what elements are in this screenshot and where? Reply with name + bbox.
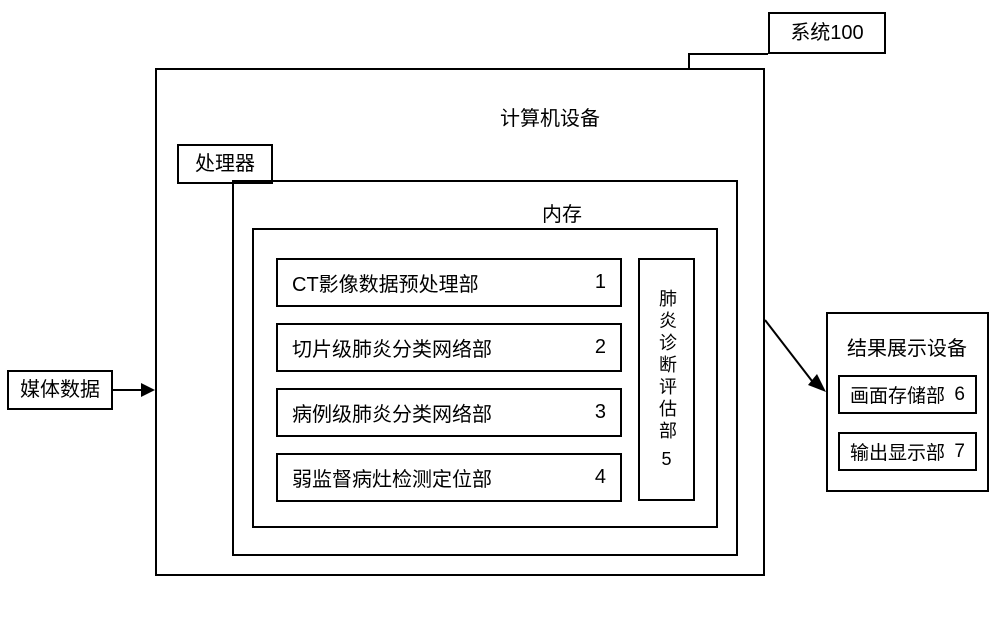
module-num: 1 — [595, 271, 620, 294]
arrow-media-to-computer-line — [113, 389, 143, 391]
module-label: 病例级肺炎分类网络部 — [278, 398, 595, 427]
result-item-output-display: 输出显示部 7 — [838, 432, 977, 471]
result-title: 结果展示设备 — [847, 332, 967, 361]
processor-label: 处理器 — [195, 151, 255, 177]
module-row-case-classify: 病例级肺炎分类网络部 3 — [276, 388, 622, 437]
media-data-box: 媒体数据 — [7, 370, 113, 410]
eval-num: 5 — [661, 449, 671, 470]
arrow-media-to-computer-head — [141, 383, 155, 397]
module-label: CT影像数据预处理部 — [278, 268, 595, 297]
processor-box: 处理器 — [177, 144, 273, 184]
arrow-computer-to-result — [765, 320, 827, 396]
result-item-num: 6 — [954, 384, 975, 406]
module-label: 切片级肺炎分类网络部 — [278, 333, 595, 362]
memory-title: 内存 — [542, 198, 582, 227]
module-row-ct-preprocess: CT影像数据预处理部 1 — [276, 258, 622, 307]
result-item-label: 输出显示部 — [840, 438, 954, 465]
eval-box: 肺炎诊断评估部 5 — [638, 258, 695, 501]
eval-label: 肺炎诊断评估部 — [657, 289, 676, 443]
system-label-box: 系统100 — [768, 12, 886, 54]
module-num: 4 — [595, 466, 620, 489]
media-data-label: 媒体数据 — [20, 377, 100, 403]
module-row-weak-supervise: 弱监督病灶检测定位部 4 — [276, 453, 622, 502]
module-row-slice-classify: 切片级肺炎分类网络部 2 — [276, 323, 622, 372]
module-num: 2 — [595, 336, 620, 359]
result-item-screen-save: 画面存储部 6 — [838, 375, 977, 414]
system-label: 系统100 — [790, 20, 863, 46]
module-label: 弱监督病灶检测定位部 — [278, 463, 595, 492]
result-item-label: 画面存储部 — [840, 381, 954, 408]
result-item-num: 7 — [954, 441, 975, 463]
connector-system-to-computer-v — [688, 53, 690, 68]
module-num: 3 — [595, 401, 620, 424]
connector-system-to-computer-h — [688, 53, 768, 55]
computer-title: 计算机设备 — [500, 102, 600, 131]
